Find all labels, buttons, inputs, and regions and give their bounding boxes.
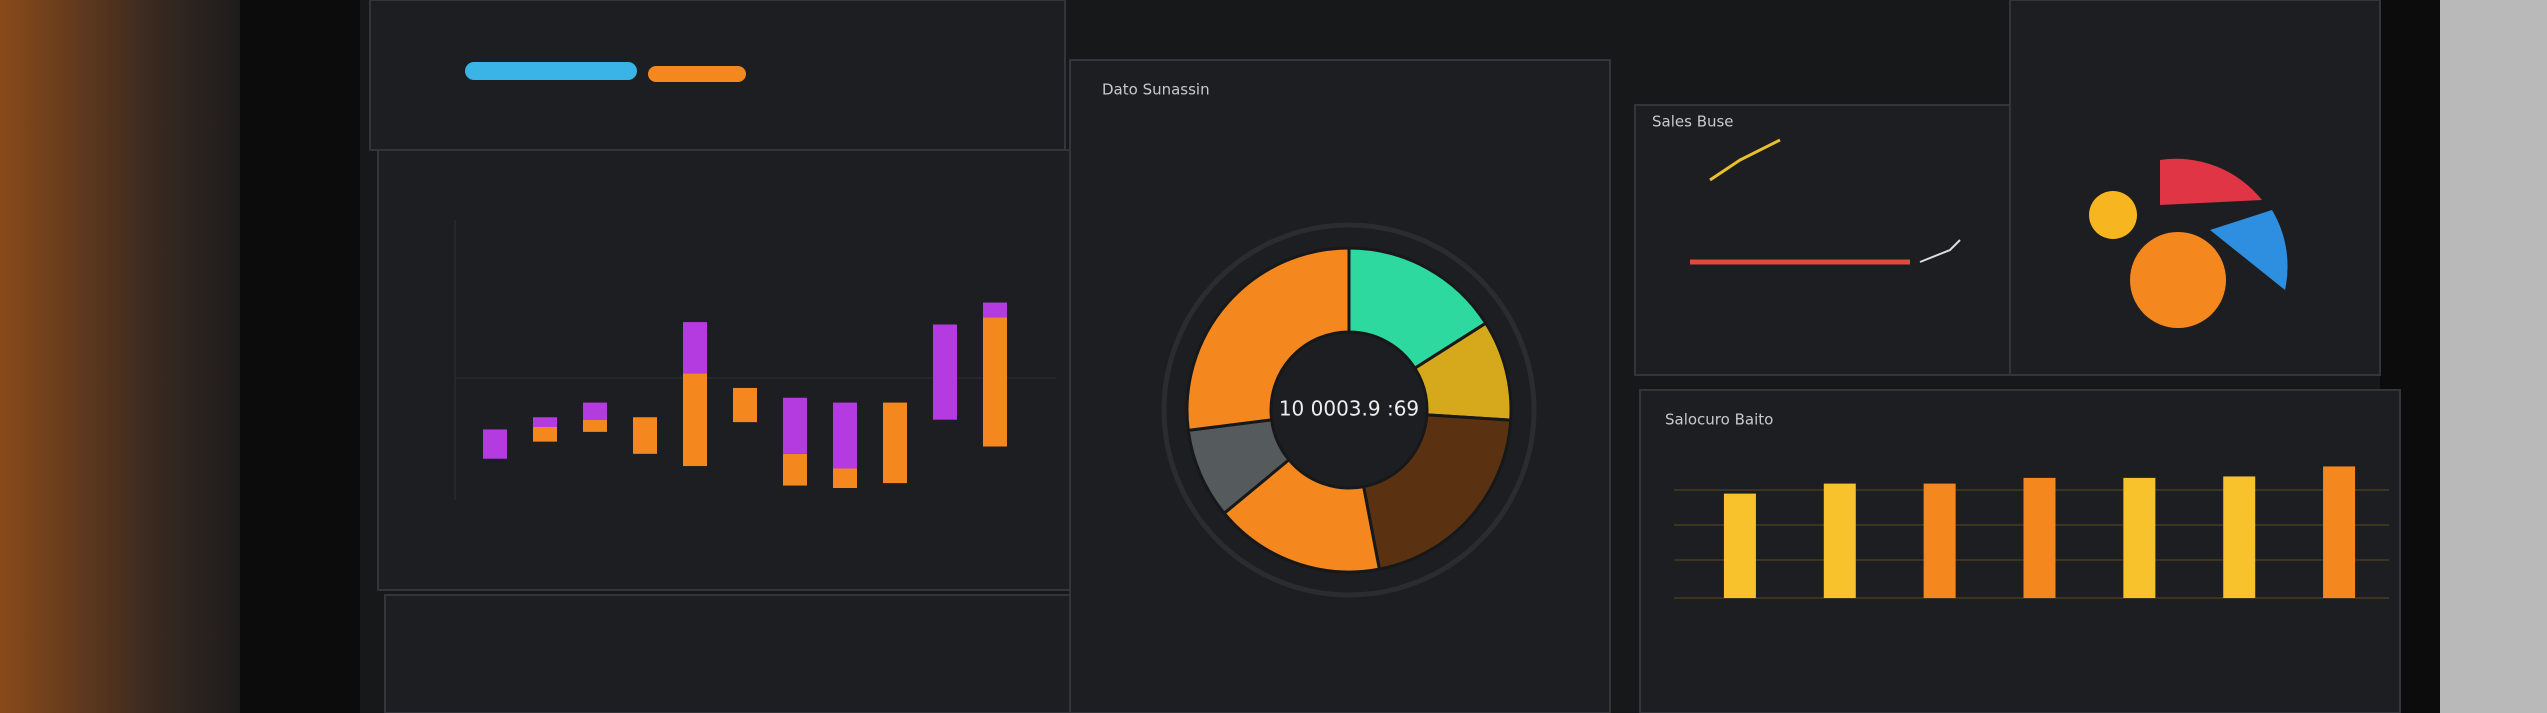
bar xyxy=(1723,493,1756,598)
pill-orange[interactable] xyxy=(648,66,746,82)
floating-bar xyxy=(883,402,907,484)
pie xyxy=(2089,158,2288,328)
floating-bar xyxy=(683,373,707,467)
pill-cyan[interactable] xyxy=(465,62,637,80)
donut-segment xyxy=(1347,246,1488,371)
donut-segment xyxy=(1361,413,1513,571)
floating-bar xyxy=(683,322,707,374)
donut-ring xyxy=(1161,222,1537,598)
bar xyxy=(2223,476,2256,598)
floating-bar xyxy=(833,468,857,488)
donut-segment xyxy=(1222,457,1382,574)
floating-bar xyxy=(783,453,807,486)
floating-bar xyxy=(583,402,607,420)
bar xyxy=(1823,483,1856,598)
floating-bar xyxy=(583,419,607,432)
floating-bar xyxy=(933,324,957,420)
floating-bar xyxy=(633,417,657,454)
bar xyxy=(1923,483,1956,598)
panel-title: Dato Sunassin xyxy=(1102,81,1210,99)
floating-bar xyxy=(833,402,857,469)
donut-center-label: 10 0003.9 :69 xyxy=(1279,397,1419,421)
sales-title: Sales Buse xyxy=(1652,113,1734,131)
bars-title: Salocuro Baito xyxy=(1665,411,1773,429)
background xyxy=(0,0,250,713)
floating-bar xyxy=(533,427,557,442)
line-chart xyxy=(1690,138,1961,265)
floating-bar xyxy=(983,317,1007,447)
panels xyxy=(369,0,2401,713)
bar xyxy=(2323,466,2356,598)
bar xyxy=(2023,477,2056,598)
floating-bar xyxy=(733,387,757,423)
bar xyxy=(2123,477,2156,598)
donut-segment xyxy=(1185,246,1351,432)
floating-bar xyxy=(783,397,807,454)
floating-bar xyxy=(983,302,1007,318)
floating-bar xyxy=(533,417,557,427)
floating-bar xyxy=(483,429,507,459)
